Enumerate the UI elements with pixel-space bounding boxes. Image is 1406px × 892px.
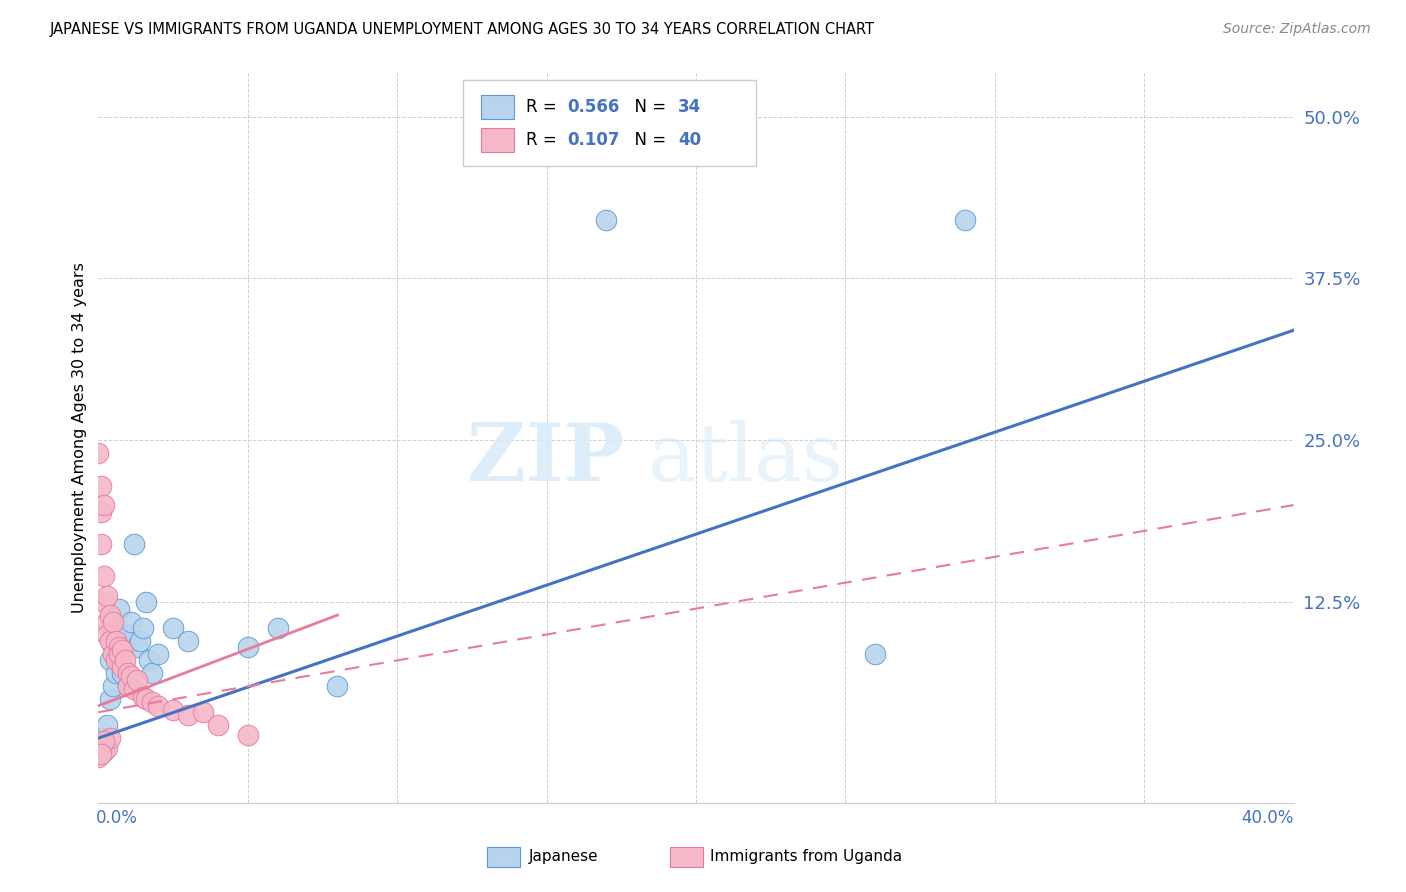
Point — [96, 615, 118, 629]
Point — [111, 643, 134, 657]
Point — [93, 569, 115, 583]
Point — [98, 634, 122, 648]
Point — [98, 653, 122, 667]
Point — [96, 718, 118, 732]
Text: 0.566: 0.566 — [567, 98, 619, 116]
Text: N =: N = — [624, 131, 672, 149]
Point — [267, 621, 290, 635]
Text: R =: R = — [526, 131, 562, 149]
Point — [191, 705, 214, 719]
Point — [127, 640, 149, 655]
Text: 40: 40 — [678, 131, 702, 149]
Point — [117, 679, 139, 693]
Point — [117, 666, 139, 681]
Point — [90, 537, 112, 551]
Point — [98, 731, 122, 745]
Point — [105, 653, 128, 667]
Point — [132, 621, 155, 635]
Point — [138, 653, 160, 667]
Point — [93, 498, 115, 512]
Point — [96, 627, 118, 641]
Y-axis label: Unemployment Among Ages 30 to 34 years: Unemployment Among Ages 30 to 34 years — [72, 261, 87, 613]
Point — [326, 679, 349, 693]
Text: 40.0%: 40.0% — [1241, 809, 1294, 827]
Bar — [669, 847, 703, 867]
Point — [111, 660, 134, 674]
Point — [177, 707, 200, 722]
Point — [117, 679, 139, 693]
Point — [141, 666, 163, 681]
Point — [148, 647, 170, 661]
Point — [114, 640, 136, 655]
Point — [120, 669, 142, 683]
Text: Japanese: Japanese — [529, 849, 599, 864]
Point — [87, 446, 110, 460]
Point — [90, 478, 112, 492]
Point — [114, 653, 136, 667]
Point — [162, 703, 184, 717]
Text: JAPANESE VS IMMIGRANTS FROM UGANDA UNEMPLOYMENT AMONG AGES 30 TO 34 YEARS CORREL: JAPANESE VS IMMIGRANTS FROM UGANDA UNEMP… — [49, 22, 875, 37]
Point — [132, 690, 155, 704]
Point — [103, 615, 125, 629]
Bar — [481, 128, 515, 152]
Point — [103, 640, 125, 655]
Point — [103, 615, 125, 629]
Point — [236, 640, 259, 655]
Point — [108, 647, 131, 661]
Point — [90, 731, 112, 745]
Point — [105, 634, 128, 648]
Text: 0.107: 0.107 — [567, 131, 620, 149]
Point — [135, 595, 157, 609]
Point — [111, 627, 134, 641]
Point — [96, 741, 118, 756]
Point — [93, 733, 115, 747]
Point — [103, 647, 125, 661]
Point — [127, 673, 149, 687]
Text: atlas: atlas — [648, 420, 844, 498]
Point — [236, 729, 259, 743]
Point — [87, 750, 110, 764]
Point — [124, 537, 146, 551]
Point — [124, 681, 146, 696]
Point — [93, 744, 115, 758]
Point — [108, 601, 131, 615]
Text: N =: N = — [624, 98, 672, 116]
Point — [111, 666, 134, 681]
Text: ZIP: ZIP — [467, 420, 624, 498]
FancyBboxPatch shape — [463, 80, 756, 167]
Point — [162, 621, 184, 635]
Point — [93, 738, 115, 752]
Point — [103, 679, 125, 693]
Point — [105, 666, 128, 681]
Text: 0.0%: 0.0% — [96, 809, 138, 827]
Text: R =: R = — [526, 98, 562, 116]
Point — [93, 595, 115, 609]
Text: Immigrants from Uganda: Immigrants from Uganda — [710, 849, 903, 864]
Point — [595, 213, 617, 227]
Point — [98, 692, 122, 706]
Point — [129, 634, 152, 648]
Point — [207, 718, 229, 732]
Point — [98, 608, 122, 623]
Point — [90, 504, 112, 518]
Point — [120, 615, 142, 629]
Text: 34: 34 — [678, 98, 702, 116]
Point — [108, 653, 131, 667]
Text: Source: ZipAtlas.com: Source: ZipAtlas.com — [1223, 22, 1371, 37]
Point — [135, 692, 157, 706]
Point — [953, 213, 976, 227]
Point — [865, 647, 887, 661]
Point — [177, 634, 200, 648]
Point — [117, 627, 139, 641]
Point — [141, 695, 163, 709]
Point — [96, 589, 118, 603]
Point — [148, 698, 170, 713]
Bar — [481, 95, 515, 119]
Point — [90, 747, 112, 761]
Point — [108, 640, 131, 655]
Point — [105, 627, 128, 641]
Bar — [486, 847, 520, 867]
